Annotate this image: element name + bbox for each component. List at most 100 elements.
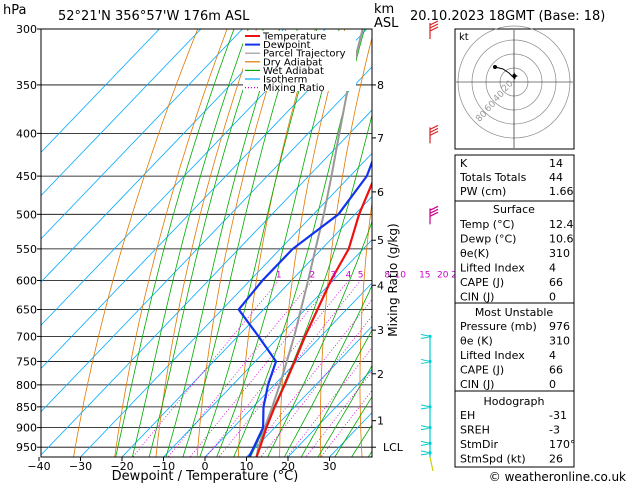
wet-adiabat-line xyxy=(165,29,281,457)
pressure-tick-label: 800 xyxy=(16,379,37,392)
totals-totals-value: 44 xyxy=(549,171,563,184)
mixing-ratio-line xyxy=(132,280,280,457)
indices-box-basic xyxy=(454,154,575,202)
isotherm-line xyxy=(41,109,372,456)
height-tick-label: 6 xyxy=(377,186,384,199)
plot-frame xyxy=(40,28,373,458)
wind-barb-shaft xyxy=(420,361,429,364)
isotherm-line xyxy=(41,29,326,326)
pressure-tick-label: 700 xyxy=(16,330,37,343)
pressure-tick-label: 450 xyxy=(16,170,37,183)
pressure-tick-label: 400 xyxy=(16,127,37,140)
height-tick-label: 7 xyxy=(377,132,384,145)
height-tick-label: 4 xyxy=(377,279,384,292)
legend-entry-label: Isotherm xyxy=(263,75,307,86)
most-unstable-row-value: 0 xyxy=(549,378,556,391)
legend-entry-label: Parcel Trajectory xyxy=(263,49,346,60)
temperature-tick-label: −10 xyxy=(152,460,175,473)
wet-adiabat-line xyxy=(300,329,372,457)
k-index-label: K xyxy=(460,157,468,170)
surface-row-value: 4 xyxy=(549,262,556,275)
legend-entry-label: Dewpoint xyxy=(263,40,311,51)
height-tick-label: 5 xyxy=(377,234,384,247)
height-tick-label: 8 xyxy=(377,79,384,92)
hodograph-row-label: StmDir xyxy=(460,438,499,451)
hodograph-row-label: SREH xyxy=(460,424,490,437)
temperature-tick-label: −30 xyxy=(69,460,92,473)
temperature-tick-label: 20 xyxy=(281,460,295,473)
surface-wind-barb xyxy=(429,456,434,472)
dry-adiabat-line xyxy=(320,36,372,457)
hodograph-row-value: 26 xyxy=(549,453,563,466)
wind-barb-shaft xyxy=(420,453,429,456)
x-axis-label: Dewpoint / Temperature (°C) xyxy=(112,469,299,484)
wind-barb-shaft xyxy=(420,450,431,454)
pressure-tick-label: 550 xyxy=(16,243,37,256)
surface-row-label: CIN (J) xyxy=(460,291,494,304)
legend-entry-label: Wet Adiabat xyxy=(263,66,324,77)
location-label: 52°21'N 356°57'W 176m ASL xyxy=(58,9,250,24)
upper-wind-barb-flag xyxy=(429,124,439,130)
surface-row-label: θe(K) xyxy=(460,247,489,260)
mixing-ratio-label: 15 xyxy=(419,271,430,281)
wet-adiabat-line xyxy=(267,220,372,457)
isotherm-line xyxy=(245,325,372,457)
wind-barb-shaft xyxy=(420,440,431,444)
wet-adiabat-line xyxy=(115,29,235,457)
most-unstable-title: Most Unstable xyxy=(475,306,554,319)
upper-wind-barb-flag xyxy=(429,127,439,133)
surface-row-label: Temp (°C) xyxy=(459,218,515,231)
hodograph-frame xyxy=(454,28,575,150)
isotherm-line xyxy=(79,152,372,457)
parcel-trajectory-line xyxy=(255,29,364,457)
legend-entry-label: Temperature xyxy=(262,32,326,43)
surface-row-label: CAPE (J) xyxy=(460,276,504,289)
legend-background xyxy=(243,31,356,91)
pressure-tick-label: 500 xyxy=(16,208,37,221)
wet-adiabat-line xyxy=(182,29,298,457)
hodograph-unit-label: kt xyxy=(459,32,469,43)
most-unstable-row-label: θe (K) xyxy=(460,335,493,348)
surface-row-label: Lifted Index xyxy=(460,262,525,275)
hodograph-row-value: -31 xyxy=(549,409,567,422)
km-unit-label: km xyxy=(374,2,394,17)
most-unstable-row-value: 66 xyxy=(549,364,563,377)
temperature-tick-label: 10 xyxy=(240,460,254,473)
wind-barbs xyxy=(420,20,439,472)
dry-adiabat-line xyxy=(279,29,346,457)
pw-label: PW (cm) xyxy=(460,185,506,198)
surface-row-value: 66 xyxy=(549,276,563,289)
height-tick-label: 3 xyxy=(377,324,384,337)
temperature-line xyxy=(255,180,372,457)
mixing-ratio-line xyxy=(189,280,334,457)
dry-adiabat-line xyxy=(155,29,257,457)
wet-adiabat-line xyxy=(283,284,372,457)
datetime-label: 20.10.2023 18GMT (Base: 18) xyxy=(410,9,605,24)
mixing-ratio-label: 3 xyxy=(330,271,336,281)
pressure-axis: 300 350 400 450 500 550 600 650 700 750 800 850 900 9… xyxy=(16,23,41,454)
hodograph-index-box xyxy=(454,390,575,468)
isotherm-line xyxy=(121,196,372,457)
pressure-tick-label: 750 xyxy=(16,355,37,368)
diagram-background-lines xyxy=(41,29,372,457)
legend-entry-label: Dry Adiabat xyxy=(263,57,322,68)
wind-barb-shaft xyxy=(420,443,429,446)
pressure-tick-label: 950 xyxy=(16,441,37,454)
hodograph-index-title: Hodograph xyxy=(484,395,545,408)
mixing-ratio-labels: 12345810152025 xyxy=(276,271,463,281)
mixing-ratio-line xyxy=(218,280,361,457)
asl-unit-label: ASL xyxy=(374,16,399,31)
surface-title: Surface xyxy=(493,203,535,216)
most-unstable-row-value: 4 xyxy=(549,349,556,362)
most-unstable-row-label: CIN (J) xyxy=(460,378,494,391)
temperature-tick-label: −20 xyxy=(110,460,133,473)
mixing-ratio-label: 5 xyxy=(358,271,364,281)
dry-adiabat-line xyxy=(114,29,228,457)
upper-wind-barb-flag xyxy=(429,211,439,217)
height-tick-label: 2 xyxy=(377,368,384,381)
hodograph-row-value: -3 xyxy=(549,424,560,437)
pw-value: 1.66 xyxy=(549,185,574,198)
pressure-unit-label: hPa xyxy=(3,3,26,18)
isotherm-line xyxy=(41,29,285,283)
mixing-ratio-line xyxy=(286,347,372,457)
